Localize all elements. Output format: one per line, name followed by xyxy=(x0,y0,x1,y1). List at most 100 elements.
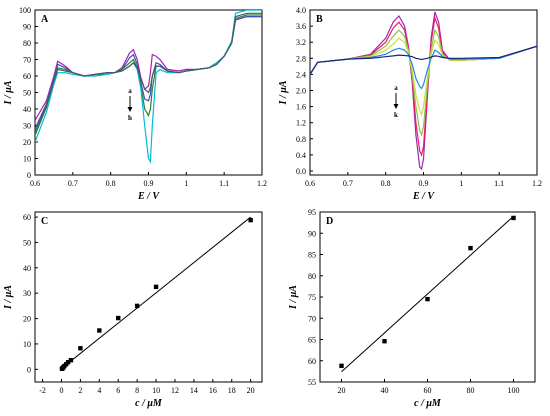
y-tick-label: 2.0 xyxy=(296,86,306,95)
data-point xyxy=(78,346,83,351)
series-line xyxy=(310,37,537,117)
y-tick-label: 55 xyxy=(308,378,316,387)
x-tick-label: 0.7 xyxy=(68,179,78,188)
x-tick-label: 0.7 xyxy=(343,179,353,188)
x-tick-label: 20 xyxy=(338,386,346,395)
plot-area xyxy=(310,11,537,171)
data-point xyxy=(116,315,121,321)
annotation-start: a xyxy=(128,87,132,95)
y-tick-label: 2.8 xyxy=(296,54,306,63)
y-tick-label: 85 xyxy=(308,251,316,260)
data-point xyxy=(68,357,74,363)
y-tick-label: 50 xyxy=(23,238,31,247)
y-tick-label: 3.6 xyxy=(296,22,306,31)
panel-c: -2 0 2 4 6 8 10 12 14 16 18 20 0 10 20 30 40 50 60 c / μM I … xyxy=(3,211,263,409)
y-tick-label: 80 xyxy=(23,39,31,48)
x-tick-label: 0.9 xyxy=(144,179,154,188)
y-tick-label: 1.2 xyxy=(296,119,306,128)
annotation-start: a xyxy=(394,84,398,92)
y-tick-label: 60 xyxy=(23,213,31,222)
fit-line xyxy=(61,216,251,369)
y-axis-label: I / μA xyxy=(278,80,289,105)
plot-area xyxy=(35,10,262,164)
plot-area xyxy=(339,215,516,373)
x-tick-label: 6 xyxy=(116,386,120,395)
data-point xyxy=(339,363,344,369)
y-axis-label: I / μA xyxy=(3,80,14,105)
panel-d: 20 40 60 80 100 55 60 65 70 75 80 85 90 95 c / μM I / μ… xyxy=(288,208,536,409)
x-tick-label: 1.2 xyxy=(257,179,267,188)
x-axis-label: c / μM xyxy=(414,398,442,409)
x-tick-label: 16 xyxy=(209,386,217,395)
y-tick-label: 100 xyxy=(19,6,31,15)
y-axis-label: I / μA xyxy=(3,285,14,310)
y-tick-label: 60 xyxy=(308,357,316,366)
data-point xyxy=(153,284,159,290)
x-tick-label: 0.6 xyxy=(30,179,40,188)
panel-label: B xyxy=(316,14,323,25)
y-tick-label: 80 xyxy=(308,272,316,281)
x-tick-label: 80 xyxy=(467,386,475,395)
series-line xyxy=(35,16,262,130)
y-tick-label: 70 xyxy=(23,56,31,65)
series-line xyxy=(35,12,262,133)
panel-a: 0.6 0.7 0.8 0.9 1 1.1 1.2 0 10 20 30 40 50 60 70 80 90 10… xyxy=(3,6,267,202)
panel-label: D xyxy=(326,216,333,227)
data-point xyxy=(425,296,430,302)
plot-frame xyxy=(34,211,263,383)
x-tick-label: 60 xyxy=(424,386,432,395)
x-tick-label: 40 xyxy=(381,386,389,395)
y-tick-label: 20 xyxy=(23,138,31,147)
x-tick-label: 100 xyxy=(508,386,520,395)
annotation-end: h xyxy=(128,114,132,122)
y-tick-label: 40 xyxy=(23,105,31,114)
y-tick-label: 4.0 xyxy=(296,6,306,15)
y-tick-label: 90 xyxy=(308,229,316,238)
x-axis-label: E / V xyxy=(137,191,160,202)
y-tick-label: 40 xyxy=(23,264,31,273)
panel-label: C xyxy=(41,216,48,227)
x-tick-label: 1 xyxy=(184,179,188,188)
x-tick-label: 2 xyxy=(78,386,82,395)
data-point xyxy=(468,245,473,251)
y-tick-label: 90 xyxy=(23,23,31,32)
x-axis-label: E / V xyxy=(412,191,435,202)
y-tick-label: 50 xyxy=(23,89,31,98)
x-tick-label: 20 xyxy=(247,386,255,395)
x-tick-label: -2 xyxy=(39,386,46,395)
y-axis-label: I / μA xyxy=(288,285,299,310)
y-tick-label: 3.2 xyxy=(296,38,306,47)
x-tick-label: 1 xyxy=(459,179,463,188)
y-tick-label: 0 xyxy=(27,171,31,180)
x-axis-label: c / μM xyxy=(135,398,163,409)
panel-label: A xyxy=(41,14,49,25)
y-tick-label: 65 xyxy=(308,336,316,345)
y-tick-label: 10 xyxy=(23,340,31,349)
x-tick-label: 12 xyxy=(171,386,179,395)
panel-b: 0.6 0.7 0.8 0.9 1 1.1 1.2 0.0 0.4 0.8 1.2 1.6 2.0 2.4… xyxy=(278,6,542,202)
y-tick-label: 20 xyxy=(23,315,31,324)
data-point xyxy=(248,217,253,223)
x-tick-label: 18 xyxy=(228,386,236,395)
x-tick-label: 4 xyxy=(97,386,101,395)
data-point xyxy=(97,328,102,333)
annotation-end: k xyxy=(394,111,398,119)
y-tick-label: 70 xyxy=(308,314,316,323)
y-tick-label: 30 xyxy=(23,289,31,298)
series-line xyxy=(35,14,262,136)
x-tick-label: 1.1 xyxy=(494,179,504,188)
data-point xyxy=(134,303,140,309)
plot-area xyxy=(59,216,253,372)
series-line xyxy=(310,45,537,90)
data-point xyxy=(382,339,387,344)
series-line xyxy=(310,11,537,171)
series-line xyxy=(35,10,262,164)
series-line xyxy=(35,16,262,121)
fit-line xyxy=(341,215,514,373)
x-tick-label: 14 xyxy=(190,386,198,395)
y-tick-label: 95 xyxy=(308,208,316,217)
annotation-arrowhead xyxy=(393,104,399,109)
x-tick-label: 1.1 xyxy=(219,179,229,188)
y-tick-label: 10 xyxy=(23,155,31,164)
